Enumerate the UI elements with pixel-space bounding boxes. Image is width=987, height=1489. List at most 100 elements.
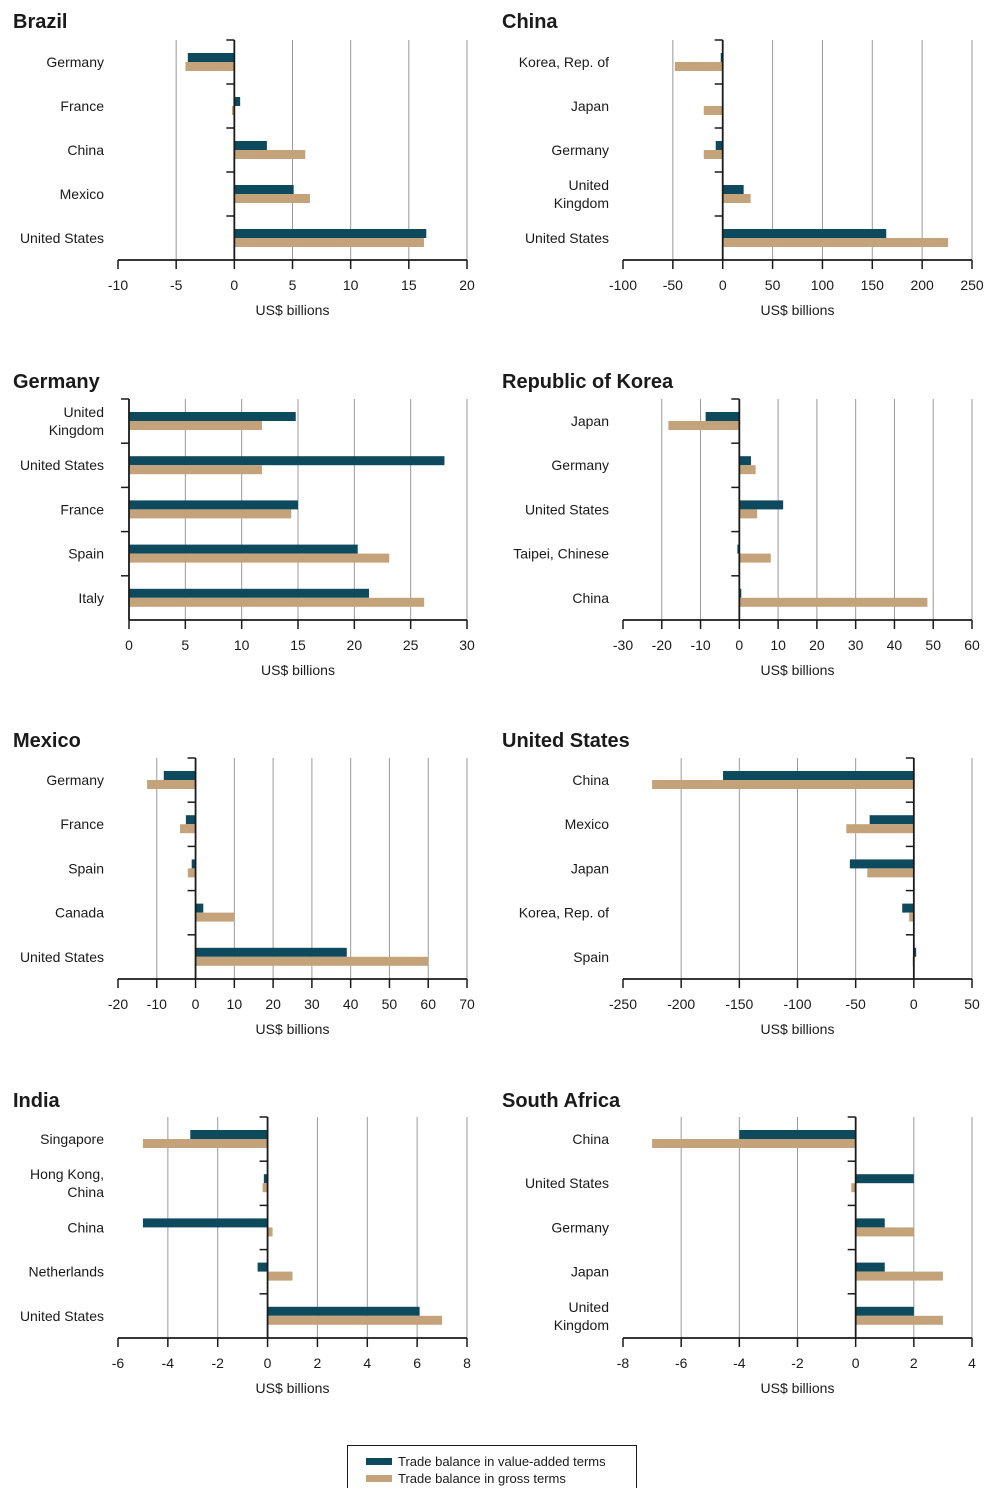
bar-value-added-united-states: [722, 229, 887, 238]
bar-value-added-china: [739, 588, 742, 598]
bar-gross-netherlands: [267, 1271, 293, 1281]
bar-value-added-germany: [855, 1218, 885, 1228]
bar-gross-united-kingdom: [722, 194, 751, 203]
bar-value-added-korea-rep-of: [720, 53, 723, 62]
chart-panel-united-states: United States China Mexico Japan Korea, Rep.…: [502, 730, 980, 1037]
chart-title: China: [502, 11, 558, 33]
bar-value-added-united-states: [739, 500, 784, 510]
bar-gross-singapore: [142, 1139, 268, 1148]
category-label: China: [572, 772, 609, 788]
category-label: Spain: [68, 546, 104, 562]
bar-value-added-italy: [129, 588, 369, 598]
bar-gross-china: [739, 597, 928, 607]
x-tick-label: 0: [125, 637, 133, 653]
bar-gross-united-states: [234, 238, 424, 247]
bar-gross-united-states: [195, 956, 429, 966]
x-tick-label: 40: [887, 637, 903, 653]
bar-value-added-united-states: [234, 229, 427, 238]
chart-title: Mexico: [13, 730, 81, 752]
legend: Trade balance in value-added terms Trade…: [347, 1445, 637, 1488]
x-tick-label: 0: [719, 277, 727, 293]
bar-gross-france: [129, 509, 292, 519]
category-label: Mexico: [60, 186, 105, 202]
bar-value-added-united-states: [855, 1174, 914, 1184]
x-tick-label: 10: [343, 277, 359, 293]
legend-swatch-value-added: [366, 1457, 392, 1465]
x-tick-label: 15: [290, 637, 306, 653]
category-label: France: [60, 98, 104, 114]
category-label: United States: [20, 457, 104, 473]
x-tick-label: 4: [363, 1355, 371, 1371]
legend-item-value-added: Trade balance in value-added terms: [366, 1453, 606, 1469]
category-label: United Kingdom: [49, 404, 104, 438]
x-axis-label: US$ billions: [761, 1021, 835, 1037]
legend-label-value-added: Trade balance in value-added terms: [398, 1453, 606, 1469]
bar-gross-taipei-chinese: [739, 553, 771, 563]
category-label: Japan: [571, 1264, 609, 1280]
category-label: Canada: [55, 905, 104, 921]
bar-gross-mexico: [234, 194, 310, 203]
bar-value-added-spain: [913, 947, 917, 957]
x-tick-label: 10: [770, 637, 786, 653]
bar-value-added-germany: [187, 53, 235, 62]
x-tick-label: 20: [347, 637, 363, 653]
bar-value-added-japan: [855, 1262, 885, 1272]
category-label: Japan: [571, 98, 609, 114]
chart-title: Germany: [13, 371, 101, 393]
category-label: Germany: [551, 1219, 609, 1235]
x-tick-label: 0: [735, 637, 743, 653]
x-axis-label: US$ billions: [261, 662, 335, 678]
bar-value-added-mexico: [869, 815, 914, 825]
x-axis-label: US$ billions: [761, 302, 835, 318]
x-tick-label: -6: [675, 1355, 688, 1371]
x-tick-label: -5: [170, 277, 183, 293]
bar-value-added-china: [142, 1218, 268, 1228]
chart-panel-india: India Singapore Hong Kong, China China Nether…: [13, 1090, 471, 1396]
category-label: Mexico: [565, 816, 610, 832]
chart-panel-germany: Germany United Kingdom United States France S…: [13, 371, 475, 678]
x-tick-label: -10: [108, 277, 128, 293]
category-label: Spain: [573, 949, 609, 965]
bar-value-added-united-kingdom: [855, 1306, 914, 1316]
x-tick-label: 4: [968, 1355, 976, 1371]
bar-value-added-hong-kong-china: [263, 1174, 268, 1184]
bar-value-added-taipei-chinese: [737, 544, 740, 554]
bar-value-added-united-states: [129, 456, 445, 466]
category-label: United States: [20, 949, 104, 965]
category-label: United States: [525, 1175, 609, 1191]
x-tick-label: 2: [314, 1355, 322, 1371]
bar-gross-united-states: [722, 238, 949, 247]
category-label: United Kingdom: [554, 1299, 609, 1333]
legend-swatch-gross: [366, 1474, 392, 1482]
bar-gross-china: [234, 150, 306, 159]
bar-gross-united-states: [739, 509, 758, 519]
x-axis-label: US$ billions: [256, 302, 330, 318]
legend-item-gross: Trade balance in gross terms: [366, 1470, 566, 1486]
x-tick-label: 5: [289, 277, 297, 293]
category-label: Taipei, Chinese: [513, 546, 609, 562]
bar-value-added-united-kingdom: [722, 185, 744, 194]
bar-value-added-korea-rep-of: [902, 903, 914, 913]
x-axis-label: US$ billions: [256, 1380, 330, 1396]
bar-value-added-united-states: [195, 947, 347, 957]
chart-title: India: [13, 1090, 61, 1112]
category-label: China: [67, 1219, 104, 1235]
category-label: United Kingdom: [554, 177, 609, 211]
chart-title: United States: [502, 730, 630, 752]
x-tick-label: 20: [459, 277, 475, 293]
bar-gross-italy: [129, 597, 425, 607]
x-tick-label: 0: [852, 1355, 860, 1371]
bar-gross-japan: [867, 868, 914, 878]
category-label: Italy: [78, 590, 104, 606]
x-tick-label: 30: [459, 637, 475, 653]
chart-panel-south-africa: South Africa China United States Germany Jap…: [502, 1090, 976, 1396]
bar-gross-japan: [703, 106, 723, 115]
x-tick-label: -50: [846, 996, 866, 1012]
x-tick-label: 30: [304, 996, 320, 1012]
category-label: China: [572, 590, 609, 606]
category-label: Korea, Rep. of: [519, 905, 609, 921]
bar-gross-germany: [739, 465, 756, 475]
x-axis-label: US$ billions: [761, 662, 835, 678]
chart-panel-republic-of-korea: Republic of Korea Japan Germany United Stat…: [502, 371, 980, 678]
